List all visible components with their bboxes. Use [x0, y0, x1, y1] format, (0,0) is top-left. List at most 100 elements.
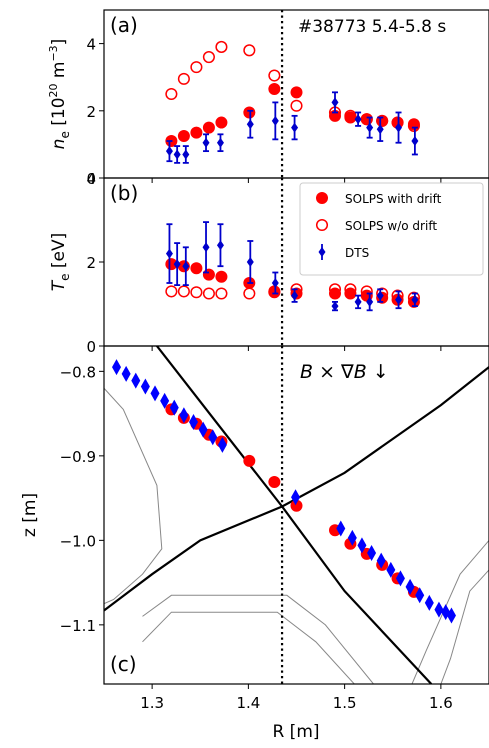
marker-dts [217, 436, 227, 453]
y-axis-label: Te [eV] [49, 233, 72, 292]
marker-dts [131, 372, 141, 389]
marker-solps-with-drift [344, 287, 357, 300]
marker-solps-with-drift [190, 126, 203, 139]
marker-dts [165, 146, 173, 157]
marker-dts [216, 240, 224, 251]
marker-solps-with-drift [215, 116, 228, 129]
legend-box [299, 182, 484, 276]
marker-solps-without-drift [177, 285, 190, 298]
y-axis-label: ne [1020 m−3] [47, 39, 72, 150]
y-tick-label: −1.0 [60, 532, 96, 550]
marker-dts [331, 301, 339, 312]
marker-dts [354, 296, 362, 307]
marker-solps-with-drift [243, 106, 256, 119]
marker-dts [291, 489, 301, 506]
marker-solps-with-drift [190, 262, 203, 275]
marker-solps-without-drift [268, 69, 281, 82]
marker-dts [216, 137, 224, 148]
y-tick-label: −1.1 [60, 617, 96, 635]
marker-solps-with-drift [290, 86, 303, 99]
marker-solps-without-drift [190, 61, 203, 74]
marker-solps-without-drift [177, 72, 190, 85]
marker-solps-with-drift [290, 499, 303, 512]
marker-dts [246, 257, 254, 267]
marker-dts [140, 378, 150, 395]
marker-solps-without-drift [328, 283, 342, 296]
panel-letter: (b) [110, 181, 138, 205]
plot-area [165, 40, 420, 164]
marker-solps-without-drift [376, 114, 389, 127]
marker-dts [411, 294, 419, 305]
marker-dts [291, 290, 299, 301]
marker-dts [376, 552, 386, 569]
wall-outline [142, 611, 355, 684]
marker-dts [354, 114, 362, 125]
shot-annotation: #38773 5.4-5.8 s [298, 17, 446, 37]
marker-dts [434, 601, 444, 618]
y-tick-label: −0.8 [60, 363, 96, 381]
marker-dts [366, 122, 374, 133]
x-tick-label: 1.5 [333, 694, 357, 712]
marker-dts [198, 421, 208, 438]
wall-outline [142, 594, 374, 684]
marker-dts [189, 414, 199, 431]
legend-label: DTS [345, 246, 369, 260]
legend-label: SOLPS with drift [345, 192, 442, 206]
legend-marker-filled-circle [316, 192, 328, 204]
marker-dts [182, 261, 190, 272]
marker-solps-with-drift [177, 130, 190, 142]
x-tick-label: 1.3 [140, 694, 164, 712]
y-tick-label: 2 [86, 103, 96, 121]
marker-solps-with-drift [202, 121, 215, 134]
marker-solps-without-drift [202, 50, 215, 64]
marker-dts [291, 122, 299, 133]
marker-solps-without-drift [344, 109, 357, 122]
marker-dts [169, 399, 179, 416]
marker-dts [202, 137, 210, 148]
plot-area [104, 346, 489, 684]
marker-solps-with-drift [268, 476, 281, 489]
legend-label: SOLPS w/o drift [345, 219, 437, 233]
legend-marker-open-circle [315, 218, 329, 232]
y-tick-label: 4 [86, 170, 96, 188]
marker-solps-without-drift [344, 283, 357, 296]
marker-dts [112, 359, 122, 376]
marker-solps-with-drift [268, 82, 281, 95]
marker-dts [202, 242, 210, 253]
marker-solps-with-drift [329, 287, 341, 300]
marker-solps-without-drift [165, 87, 178, 101]
panel-letter: (a) [110, 13, 138, 37]
x-tick-label: 1.4 [236, 694, 260, 712]
marker-solps-without-drift [202, 287, 215, 300]
wall-outline [104, 387, 163, 605]
panel-b: 0 2 4 (b) Te [eV] SOLPS with drift SOLPS w/o d… [49, 170, 489, 356]
marker-dts [376, 124, 384, 135]
x-tick-label: 1.6 [429, 694, 453, 712]
legend: SOLPS with drift SOLPS w/o drift DTS [299, 182, 484, 276]
marker-dts [357, 537, 367, 554]
marker-solps-with-drift [165, 258, 178, 271]
marker-solps-without-drift [215, 40, 228, 54]
panel-a: 0 2 4 (a) ne [1020 m−3] #38773 5.4-5.8 s [47, 9, 489, 188]
marker-dts [395, 122, 403, 133]
marker-dts [246, 119, 254, 130]
marker-dts [271, 115, 279, 126]
marker-solps-without-drift [376, 287, 389, 300]
marker-dts [446, 607, 456, 624]
marker-dts [395, 294, 403, 305]
axes-frame [103, 345, 489, 685]
marker-dts [121, 365, 131, 382]
legend-marker-diamond [318, 247, 326, 257]
marker-solps-without-drift [190, 286, 203, 299]
marker-solps-without-drift [268, 286, 281, 299]
wall-outline [440, 569, 489, 684]
marker-solps-without-drift [243, 44, 256, 57]
y-tick-label: 0 [86, 170, 96, 188]
marker-solps-without-drift [407, 119, 420, 132]
marker-dts [405, 578, 415, 595]
marker-solps-without-drift [290, 99, 303, 112]
marker-solps-without-drift [215, 287, 228, 300]
y-tick-label: 2 [86, 254, 96, 272]
marker-dts [160, 392, 170, 409]
